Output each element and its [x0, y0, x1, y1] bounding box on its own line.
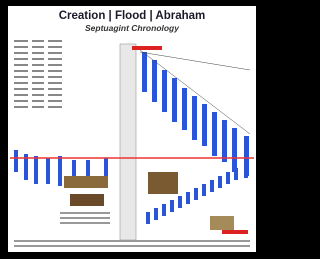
ziggurat-image	[210, 216, 234, 230]
timeline-ruler	[120, 44, 136, 240]
screenshot: Creation | Flood | Abraham Septuagint Ch…	[0, 0, 263, 259]
tower-image	[148, 172, 178, 194]
ark-image	[64, 176, 108, 188]
page: Creation | Flood | Abraham Septuagint Ch…	[0, 0, 320, 259]
scene-image	[70, 194, 104, 206]
poster-title: Creation | Flood | Abraham	[59, 10, 206, 22]
poster-subtitle: Septuagint Chronology	[85, 23, 180, 33]
red-label	[132, 46, 162, 50]
red-footer-mark	[222, 230, 248, 234]
